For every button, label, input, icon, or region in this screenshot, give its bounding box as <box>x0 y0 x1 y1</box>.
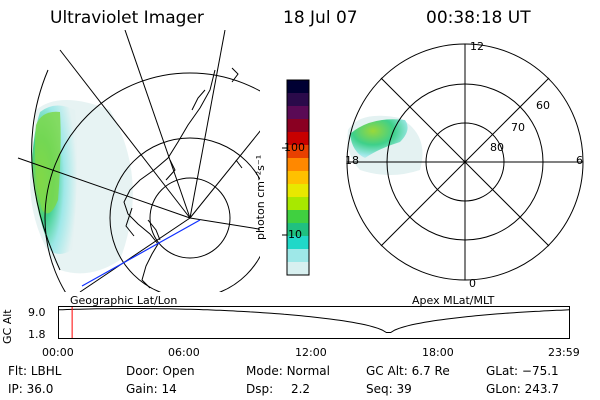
info-flt: Flt: LBHL <box>8 364 62 378</box>
apex-map <box>346 43 584 281</box>
instrument-title: Ultraviolet Imager <box>50 8 204 28</box>
colorbar-segment <box>287 223 309 237</box>
colorbar-segment <box>287 236 309 250</box>
aurora-emission-right <box>350 119 408 158</box>
info-seq: Seq: 39 <box>366 382 412 396</box>
geo-panel-label: Geographic Lat/Lon <box>70 294 178 307</box>
colorbar-segment <box>287 132 309 146</box>
mlat-label-60: 60 <box>536 99 550 112</box>
dsp-value: 2.2 <box>290 382 311 396</box>
colorbar-segment <box>287 197 309 211</box>
mlt-label-12: 12 <box>470 40 484 53</box>
colorbar-segment <box>287 262 309 276</box>
mlt-label-18: 18 <box>345 154 359 167</box>
colorbar-segment <box>287 158 309 172</box>
colorbar-unit-label: photon cm⁻²s⁻¹ <box>254 154 267 240</box>
colorbar-tick-10: 10 <box>288 228 302 241</box>
info-ip: IP: 36.0 <box>8 382 54 396</box>
mlt-label-6: 6 <box>576 154 583 167</box>
colorbar-segment <box>287 93 309 107</box>
colorbar-tick-100: 100 <box>284 141 305 154</box>
info-mode: Mode: Normal <box>246 364 330 378</box>
alt-tick-9: 9.0 <box>28 306 46 319</box>
info-dsp: Dsp: 2.2 <box>246 382 311 396</box>
flt-value: LBHL <box>30 364 62 378</box>
glon-value: 243.7 <box>524 382 559 396</box>
xtick-2359: 23:59 <box>548 346 580 359</box>
date-label: 18 Jul 07 <box>283 8 358 28</box>
mode-value: Normal <box>286 364 330 378</box>
altitude-curve <box>58 308 570 333</box>
geographic-map <box>17 30 260 292</box>
colorbar-segment <box>287 249 309 263</box>
colorbar-segment <box>287 184 309 198</box>
xtick-1800: 18:00 <box>422 346 454 359</box>
colorbar-segment <box>287 80 309 94</box>
colorbar-segment <box>287 171 309 185</box>
apex-panel-label: Apex MLat/MLT <box>412 294 495 307</box>
colorbar-segment <box>287 106 309 120</box>
time-label: 00:38:18 UT <box>426 8 531 28</box>
colorbar-segment <box>287 145 309 159</box>
info-glat: GLat: −75.1 <box>486 364 559 378</box>
info-glon: GLon: 243.7 <box>486 382 559 396</box>
alt-tick-1-8: 1.8 <box>28 328 46 341</box>
door-value: Open <box>162 364 195 378</box>
colorbar <box>282 79 310 276</box>
xtick-0000: 00:00 <box>42 346 74 359</box>
mlat-label-80: 80 <box>490 141 504 154</box>
seq-value: 39 <box>396 382 412 396</box>
mlt-label-0: 0 <box>469 277 476 290</box>
coastline <box>123 69 216 289</box>
gain-value: 14 <box>161 382 177 396</box>
info-gain: Gain: 14 <box>126 382 177 396</box>
xtick-0600: 06:00 <box>168 346 200 359</box>
altitude-plot <box>58 306 570 339</box>
gc-alt-axis-label: GC Alt <box>1 309 14 344</box>
colorbar-segment <box>287 119 309 133</box>
info-door: Door: Open <box>126 364 195 378</box>
gcalt-value: 6.7 Re <box>411 364 450 378</box>
colorbar-segment <box>287 210 309 224</box>
xtick-1200: 12:00 <box>295 346 327 359</box>
glat-value: −75.1 <box>521 364 559 378</box>
info-gcalt: GC Alt: 6.7 Re <box>366 364 450 378</box>
terminator-line <box>81 219 201 287</box>
ip-value: 36.0 <box>26 382 54 396</box>
mlat-label-70: 70 <box>511 121 525 134</box>
